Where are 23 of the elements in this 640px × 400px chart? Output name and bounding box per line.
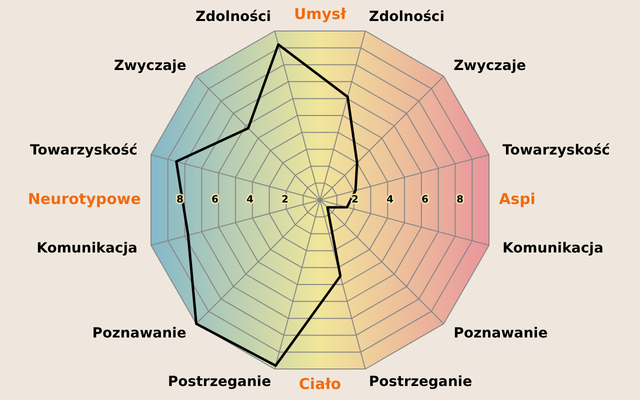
spoke-label: Zwyczaje [114, 58, 186, 74]
spoke-label: Zdolności [368, 9, 445, 26]
text: Umysł [294, 4, 346, 23]
y-tick-label: 6 [422, 194, 429, 206]
text: Aspi [499, 190, 536, 208]
y-tick-label: 2 [282, 194, 289, 206]
spoke-label: Postrzeganie [168, 374, 272, 390]
y-tick-label: 4 [386, 194, 394, 206]
spoke-label: Zwyczaje [454, 58, 526, 74]
spoke-label: Zdolności [195, 9, 272, 26]
text: Ciało [298, 374, 342, 393]
y-tick-label: 8 [456, 194, 464, 206]
spoke-label: Komunikacja [36, 240, 138, 257]
y-tick-label: 2 [352, 194, 359, 206]
spoke-label: Towarzyskość [502, 142, 610, 159]
spoke-label: Postrzeganie [368, 374, 472, 390]
text: Neurotypowe [28, 190, 141, 208]
spoke-label: Komunikacja [502, 240, 604, 257]
spoke-label: Poznawanie [454, 325, 548, 342]
y-tick-label: 6 [212, 194, 219, 206]
spoke-label: Towarzyskość [30, 142, 138, 159]
spoke-label: Poznawanie [92, 325, 186, 342]
y-tick-label: 4 [246, 194, 254, 206]
